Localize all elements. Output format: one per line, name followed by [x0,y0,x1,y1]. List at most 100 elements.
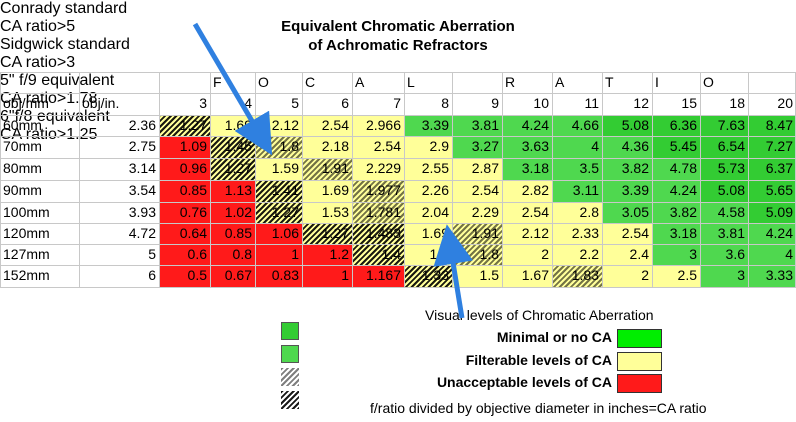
data-cell: 3.82 [652,202,700,223]
data-cell: 1.483 [352,223,404,244]
data-cell: 5.08 [700,180,748,202]
grid-vline [302,72,303,287]
grid-vline [652,72,653,287]
data-cell: 2.4 [602,244,652,265]
grid-hline [0,72,796,73]
focal-letter: L [407,74,415,90]
header-obj-mm: obj/mm [3,95,49,111]
standard-label: Conrady standard [0,0,128,17]
data-cell: 1.13 [210,180,255,202]
visual-legend-swatch [617,374,662,393]
data-cell: 1.2 [302,244,352,265]
grid-vline [255,72,256,287]
data-cell: 2.5 [652,265,700,287]
focal-letter: A [555,74,565,90]
grid-hline [0,202,796,203]
row-label-inch: 4.72 [128,225,156,241]
grid-vline [748,72,749,287]
column-header: 10 [533,95,549,111]
data-cell: 3.33 [748,265,796,287]
data-cell: 0.85 [210,223,255,244]
grid-hline [0,265,796,266]
data-cell: 1.167 [352,265,404,287]
data-cell: 0.83 [255,265,302,287]
grid-vline [552,72,553,287]
column-header: 4 [244,95,252,111]
data-cell: 2.2 [552,244,602,265]
column-header: 7 [393,95,401,111]
data-cell: 1.69 [302,180,352,202]
data-cell: 2.18 [302,136,352,158]
data-cell: 3 [652,244,700,265]
visual-legend-swatch [617,352,662,371]
visual-legend-label: Filterable levels of CA [465,352,612,368]
data-cell: 1.53 [302,202,352,223]
grid-hline [0,93,796,94]
row-label-inch: 3.14 [128,160,156,176]
standard-swatch [281,345,299,363]
data-cell: 0.64 [159,223,210,244]
grid-vline [700,72,701,287]
grid-hline [0,244,796,245]
visual-legend-label: Unacceptable levels of CA [436,374,612,390]
data-cell: 1 [255,244,302,265]
arrow-down [192,22,273,156]
footnote: f/ratio divided by objective diameter in… [370,400,707,416]
data-cell: 2.8 [552,202,602,223]
arrow-up [433,224,473,319]
data-cell: 5.45 [652,136,700,158]
data-cell: 2.55 [404,158,452,180]
data-cell: 0.5 [159,265,210,287]
header-obj-in: obj/in. [82,95,120,111]
data-cell: 1.27 [255,202,302,223]
data-cell: 0.96 [159,158,210,180]
standard-swatch [281,368,299,386]
row-label-inch: 6 [148,267,156,283]
standard-label: 5" f/9 equivalent [0,72,115,89]
data-cell: 2.87 [452,158,502,180]
data-cell: 2.54 [602,223,652,244]
row-label-mm: 152mm [3,267,50,283]
data-cell: 0.67 [210,265,255,287]
data-cell: 4.66 [552,115,602,136]
data-cell: 0.85 [159,180,210,202]
data-cell: 3.6 [700,244,748,265]
data-cell: 5.09 [748,202,796,223]
row-label-mm: 100mm [3,204,50,220]
data-cell: 1.02 [210,202,255,223]
data-cell: 1.5 [452,265,502,287]
data-cell: 2.04 [404,202,452,223]
chart-title-line2: of Achromatic Refractors [308,37,488,54]
column-header: 9 [491,95,499,111]
data-cell: 0.8 [210,244,255,265]
data-cell: 3.18 [502,158,552,180]
data-cell: 3.11 [552,180,602,202]
data-cell: 1.977 [352,180,404,202]
data-cell: 4 [552,136,602,158]
grid-vline [159,72,160,287]
grid-hline [0,223,796,224]
focal-letter: R [505,74,516,90]
grid-hline [0,158,796,159]
data-cell: 3.63 [502,136,552,158]
grid-vline [452,72,453,287]
row-label-inch: 5 [148,246,156,262]
data-cell: 1 [302,265,352,287]
data-cell: 4.24 [652,180,700,202]
row-label-inch: 2.75 [128,138,156,154]
data-cell: 2.54 [452,180,502,202]
standard-ratio: CA ratio>1.25 [0,126,98,143]
row-label-inch: 2.36 [128,117,156,133]
data-cell: 4.36 [602,136,652,158]
data-cell: 7.63 [700,115,748,136]
data-cell: 3.39 [404,115,452,136]
data-cell: 2.12 [502,223,552,244]
data-cell: 2.54 [352,136,404,158]
data-cell: 0.6 [159,244,210,265]
data-cell: 1.59 [255,158,302,180]
grid-vline [79,72,80,287]
data-cell: 0.76 [159,202,210,223]
grid-vline [404,72,405,287]
column-header: 11 [584,95,599,111]
